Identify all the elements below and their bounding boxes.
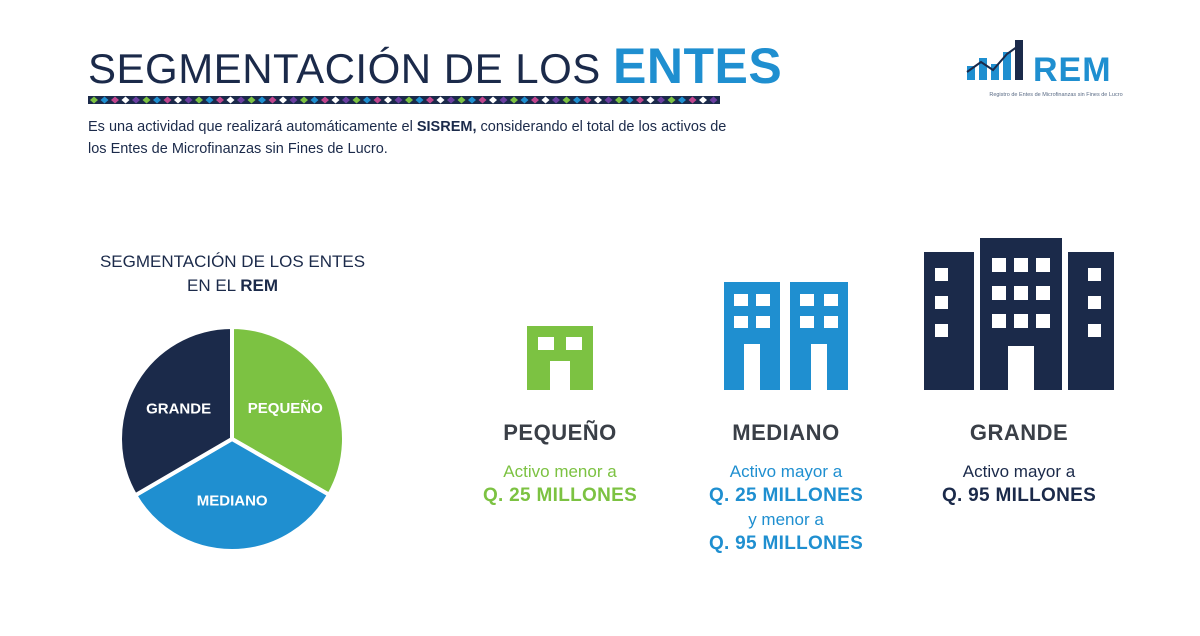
- category-desc-line: Activo mayor a: [729, 462, 843, 481]
- category-desc-line: Activo mayor a: [962, 462, 1076, 481]
- category-desc-grande: Activo mayor a Q. 95 MILLONES: [909, 460, 1129, 508]
- intro-text-end: considerando el total de los activos de …: [88, 119, 727, 157]
- band-diamond: [709, 96, 718, 104]
- band-diamond: [562, 96, 571, 104]
- band-diamond: [405, 96, 413, 104]
- band-diamond: [132, 96, 140, 104]
- band-diamond: [531, 96, 539, 104]
- band-diamond: [657, 96, 665, 104]
- band-diamond: [268, 96, 277, 104]
- category-desc-amount: Q. 95 MILLONES: [941, 485, 1097, 506]
- band-diamond: [646, 96, 655, 104]
- segmentation-heading-line2: EN EL REM: [70, 274, 395, 298]
- band-diamond: [352, 96, 361, 104]
- band-diamond: [90, 96, 98, 104]
- band-diamond: [594, 96, 602, 104]
- band-diamond: [310, 96, 319, 104]
- band-diamond: [279, 96, 287, 104]
- intro-text: Es una actividad que realizará automátic…: [88, 116, 728, 160]
- band-diamond: [331, 96, 340, 104]
- segmentation-heading-line1: SEGMENTACIÓN DE LOS ENTES: [99, 252, 366, 271]
- page-title-highlight: ENTES: [612, 38, 783, 94]
- band-diamond: [573, 96, 581, 104]
- band-diamond: [184, 96, 193, 104]
- band-diamond: [363, 96, 371, 104]
- category-desc-amount: Q. 25 MILLONES: [708, 485, 864, 506]
- band-diamond: [667, 96, 676, 104]
- band-diamond: [447, 96, 455, 104]
- band-diamond: [321, 96, 329, 104]
- band-diamond: [510, 96, 518, 104]
- category-title-grande: GRANDE: [969, 420, 1069, 445]
- category-desc-line: Activo menor a: [503, 462, 617, 481]
- page-title-main: SEGMENTACIÓN DE LOS: [88, 45, 601, 92]
- band-diamond: [373, 96, 382, 104]
- band-diamond: [636, 96, 644, 104]
- pie-label: PEQUEÑO: [248, 399, 323, 417]
- band-diamond: [153, 96, 161, 104]
- band-diamond: [489, 96, 497, 104]
- segmentation-pie-chart: PEQUEÑO MEDIANO GRANDE: [118, 325, 346, 553]
- band-diamond: [174, 96, 182, 104]
- band-diamond: [205, 96, 214, 104]
- band-diamond: [300, 96, 308, 104]
- large-buildings-icon: [924, 238, 1114, 390]
- band-diamond: [688, 96, 697, 104]
- band-diamond: [552, 96, 560, 104]
- band-diamond: [499, 96, 508, 104]
- band-diamond: [541, 96, 550, 104]
- medium-buildings-icon: [724, 282, 848, 390]
- band-diamond: [100, 96, 109, 104]
- category-desc-amount: Q. 95 MILLONES: [708, 533, 864, 554]
- category-desc-amount: Q. 25 MILLONES: [482, 485, 638, 506]
- band-diamond: [142, 96, 151, 104]
- decorative-textile-band: [88, 96, 720, 104]
- band-diamond: [604, 96, 613, 104]
- band-diamond: [258, 96, 266, 104]
- band-diamond: [289, 96, 298, 104]
- category-desc-pequeno: Activo menor a Q. 25 MILLONES: [450, 460, 670, 508]
- band-diamond: [121, 96, 130, 104]
- category-desc-line: y menor a: [748, 510, 824, 529]
- band-diamond: [615, 96, 623, 104]
- intro-text-bold: SISREM,: [416, 119, 477, 135]
- logo-name: REM: [1033, 51, 1112, 89]
- band-diamond: [342, 96, 350, 104]
- segmentation-heading: SEGMENTACIÓN DE LOS ENTES EN EL REM: [70, 250, 395, 298]
- category-desc-mediano: Activo mayor a Q. 25 MILLONES y menor a …: [676, 460, 896, 556]
- band-diamond: [436, 96, 445, 104]
- band-diamond: [247, 96, 256, 104]
- band-diamond: [195, 96, 203, 104]
- small-building-icon: [527, 326, 593, 390]
- band-diamond: [520, 96, 529, 104]
- rem-logo-icon: [966, 40, 1023, 80]
- band-diamond: [468, 96, 476, 104]
- pie-label: MEDIANO: [197, 493, 268, 510]
- band-diamond: [226, 96, 235, 104]
- pie-slice-mediano: [132, 436, 332, 553]
- segmentation-heading-line2-pre: EN EL: [186, 276, 241, 295]
- band-diamond: [394, 96, 403, 104]
- pie-slice-grande: [118, 325, 234, 499]
- category-title-mediano: MEDIANO: [732, 420, 840, 445]
- band-diamond: [111, 96, 119, 104]
- band-diamond: [415, 96, 424, 104]
- band-diamond: [237, 96, 245, 104]
- band-diamond: [216, 96, 224, 104]
- band-diamond: [699, 96, 707, 104]
- logo-tagline: Registro de Entes de Microfinanzas sin F…: [989, 92, 1123, 98]
- band-diamond: [163, 96, 172, 104]
- segmentation-heading-line2-bold: REM: [240, 276, 278, 295]
- band-diamond: [478, 96, 487, 104]
- intro-text-start: Es una actividad que realizará automátic…: [88, 119, 417, 135]
- page-title: SEGMENTACIÓN DE LOS ENTES: [88, 36, 782, 99]
- band-diamond: [426, 96, 434, 104]
- pie-label: GRANDE: [146, 400, 211, 417]
- band-diamond: [384, 96, 392, 104]
- band-diamond: [625, 96, 634, 104]
- band-diamond: [457, 96, 466, 104]
- band-diamond: [678, 96, 686, 104]
- category-title-pequeno: PEQUEÑO: [503, 420, 617, 445]
- band-diamond: [583, 96, 592, 104]
